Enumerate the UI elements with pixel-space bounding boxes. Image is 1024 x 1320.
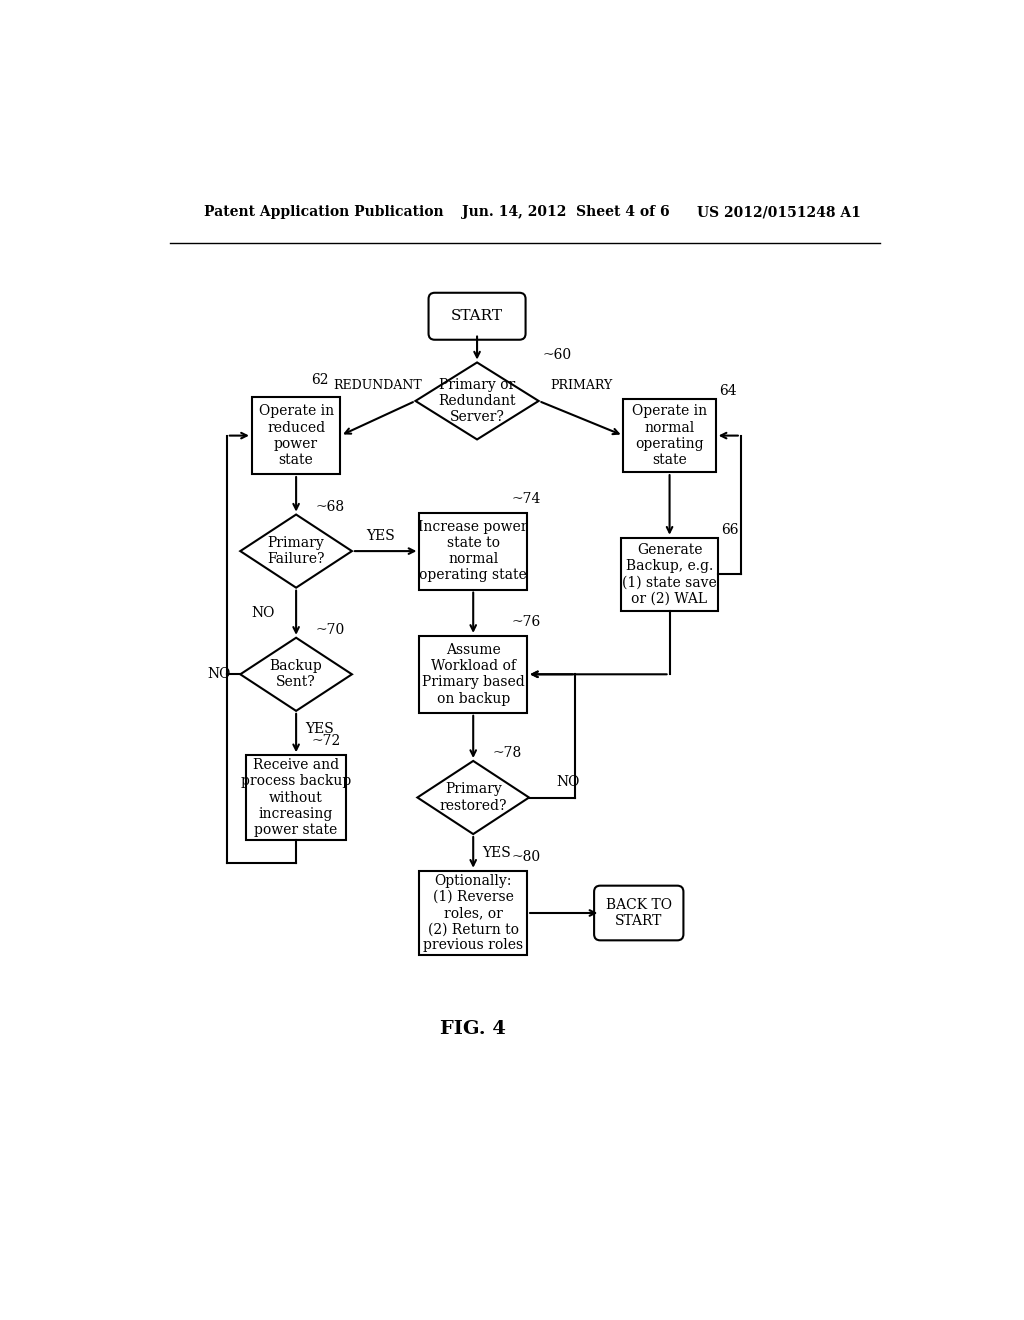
Text: Operate in
normal
operating
state: Operate in normal operating state xyxy=(632,404,708,467)
Text: ~72: ~72 xyxy=(311,734,341,748)
Text: START: START xyxy=(451,309,503,323)
Text: Primary
restored?: Primary restored? xyxy=(439,783,507,813)
Text: BACK TO
START: BACK TO START xyxy=(606,898,672,928)
Text: Optionally:
(1) Reverse
roles, or
(2) Return to
previous roles: Optionally: (1) Reverse roles, or (2) Re… xyxy=(423,874,523,953)
FancyBboxPatch shape xyxy=(594,886,683,940)
Text: ~74: ~74 xyxy=(512,492,541,506)
Bar xyxy=(252,397,340,474)
Bar xyxy=(246,755,346,840)
Text: Receive and
process backup
without
increasing
power state: Receive and process backup without incre… xyxy=(241,758,351,837)
Text: US 2012/0151248 A1: US 2012/0151248 A1 xyxy=(696,206,860,219)
Text: PRIMARY: PRIMARY xyxy=(550,379,612,392)
Text: Patent Application Publication: Patent Application Publication xyxy=(204,206,443,219)
Text: Primary
Failure?: Primary Failure? xyxy=(267,536,325,566)
Polygon shape xyxy=(241,515,352,587)
Text: FIG. 4: FIG. 4 xyxy=(440,1019,506,1038)
Text: YES: YES xyxy=(305,722,334,737)
Text: Generate
Backup, e.g.
(1) state save
or (2) WAL: Generate Backup, e.g. (1) state save or … xyxy=(623,543,717,606)
Text: Primary or
Redundant
Server?: Primary or Redundant Server? xyxy=(438,378,516,424)
Polygon shape xyxy=(241,638,352,711)
Bar xyxy=(419,871,527,956)
Text: YES: YES xyxy=(482,846,511,859)
Text: ~76: ~76 xyxy=(512,615,541,628)
Text: YES: YES xyxy=(366,529,394,544)
Bar xyxy=(624,399,716,473)
Bar xyxy=(419,636,527,713)
Text: NO: NO xyxy=(251,606,274,619)
Text: ~78: ~78 xyxy=(493,746,521,760)
Text: Operate in
reduced
power
state: Operate in reduced power state xyxy=(258,404,334,467)
Bar xyxy=(419,512,527,590)
Text: NO: NO xyxy=(556,775,580,789)
Text: ~80: ~80 xyxy=(512,850,541,863)
Polygon shape xyxy=(416,363,539,440)
Text: 64: 64 xyxy=(720,384,737,399)
Text: ~70: ~70 xyxy=(315,623,345,638)
Text: REDUNDANT: REDUNDANT xyxy=(334,379,422,392)
Text: Backup
Sent?: Backup Sent? xyxy=(269,659,323,689)
Text: 66: 66 xyxy=(722,523,739,537)
Text: ~60: ~60 xyxy=(543,347,571,362)
Text: ~68: ~68 xyxy=(315,500,344,513)
Text: NO: NO xyxy=(208,668,231,681)
Polygon shape xyxy=(418,760,529,834)
Text: Jun. 14, 2012  Sheet 4 of 6: Jun. 14, 2012 Sheet 4 of 6 xyxy=(462,206,670,219)
Text: 62: 62 xyxy=(311,374,329,387)
Text: Increase power
state to
normal
operating state: Increase power state to normal operating… xyxy=(419,520,528,582)
FancyBboxPatch shape xyxy=(429,293,525,339)
Bar xyxy=(622,537,718,611)
Text: Assume
Workload of
Primary based
on backup: Assume Workload of Primary based on back… xyxy=(422,643,524,706)
